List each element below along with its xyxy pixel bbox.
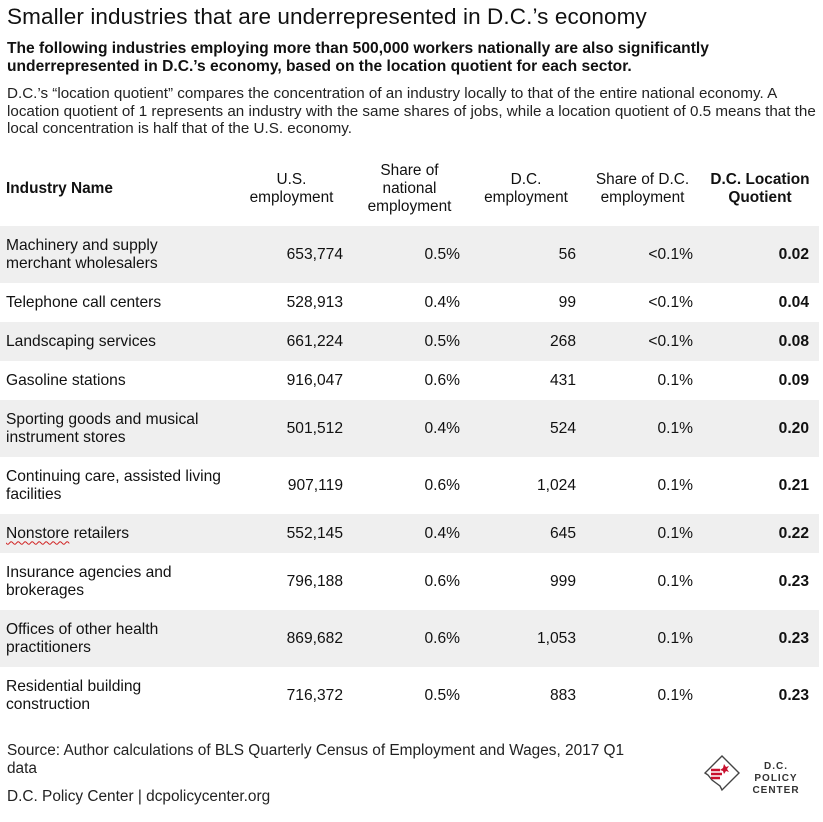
table-row: Gasoline stations 916,047 0.6% 431 0.1% … — [0, 361, 819, 400]
table-row: Insurance agencies and brokerages 796,18… — [0, 553, 819, 610]
table-row: Residential building construction 716,37… — [0, 667, 819, 724]
share-national: 0.4% — [351, 514, 468, 553]
share-dc: 0.1% — [584, 400, 701, 457]
table-header-row: Industry Name U.S. employment Share of n… — [0, 152, 819, 226]
dc-map-icon — [703, 755, 740, 792]
share-national: 0.6% — [351, 610, 468, 667]
header-dc-employment: D.C. employment — [484, 171, 568, 206]
logo-line-2: CENTER — [752, 785, 800, 796]
dc-employment: 645 — [468, 514, 584, 553]
location-quotient: 0.23 — [778, 686, 809, 704]
location-quotient: 0.23 — [701, 610, 819, 667]
us-employment: 528,913 — [286, 293, 343, 311]
share-dc: 0.1% — [657, 572, 693, 590]
table-row: Offices of other health practitioners 86… — [0, 610, 819, 667]
industry-name: Telephone call centers — [6, 293, 162, 311]
dc-employment: 1,053 — [468, 610, 584, 667]
share-dc: <0.1% — [584, 322, 701, 361]
industry-name-rest: retailers — [69, 524, 130, 542]
us-employment: 552,145 — [232, 514, 351, 553]
location-quotient: 0.04 — [778, 293, 809, 311]
logo-wordmark: D.C. POLICY CENTER — [742, 761, 810, 797]
spellcheck-underlined-word: Nonstore — [6, 524, 70, 542]
table-row: Sporting goods and musical instrument st… — [0, 400, 819, 457]
table-row: Telephone call centers 528,913 0.4% 99 <… — [0, 283, 819, 322]
industry-name: Offices of other health practitioners — [0, 610, 232, 667]
share-dc: <0.1% — [584, 226, 701, 283]
location-quotient: 0.23 — [778, 572, 809, 590]
logo-line-1: D.C. POLICY — [754, 761, 798, 784]
header-share-national: Share of national employment — [367, 162, 452, 215]
share-national: 0.4% — [351, 400, 468, 457]
share-national: 0.5% — [351, 226, 468, 283]
share-national: 0.6% — [424, 371, 460, 389]
share-national: 0.4% — [424, 293, 460, 311]
location-quotient: 0.08 — [701, 322, 819, 361]
industry-name: Continuing care, assisted living facilit… — [6, 467, 221, 503]
source-note: Source: Author calculations of BLS Quart… — [7, 742, 625, 777]
us-employment: 907,119 — [287, 476, 343, 494]
industry-name: Insurance agencies and brokerages — [6, 563, 172, 599]
dc-employment: 999 — [549, 572, 576, 590]
dc-employment: 268 — [468, 322, 584, 361]
share-dc: <0.1% — [648, 293, 693, 311]
table-row: Nonstore retailers 552,145 0.4% 645 0.1%… — [0, 514, 819, 553]
us-employment: 653,774 — [232, 226, 351, 283]
location-quotient: 0.02 — [701, 226, 819, 283]
table-row: Continuing care, assisted living facilit… — [0, 457, 819, 514]
share-dc: 0.1% — [657, 476, 693, 494]
location-quotient: 0.20 — [701, 400, 819, 457]
industry-name: Sporting goods and musical instrument st… — [0, 400, 232, 457]
table-row: Machinery and supply merchant wholesaler… — [0, 226, 819, 283]
industry-name: Landscaping services — [0, 322, 232, 361]
us-employment: 796,188 — [286, 572, 343, 590]
share-dc: 0.1% — [584, 514, 701, 553]
us-employment: 916,047 — [286, 371, 343, 389]
us-employment: 716,372 — [286, 686, 343, 704]
us-employment: 501,512 — [232, 400, 351, 457]
dc-employment: 431 — [549, 371, 576, 389]
share-dc: 0.1% — [657, 686, 693, 704]
table-row: Landscaping services 661,224 0.5% 268 <0… — [0, 322, 819, 361]
industry-table: Industry Name U.S. employment Share of n… — [0, 152, 819, 724]
location-quotient: 0.21 — [778, 476, 809, 494]
location-quotient: 0.22 — [701, 514, 819, 553]
header-us-employment: U.S. employment — [249, 171, 334, 206]
share-national: 0.5% — [424, 686, 460, 704]
industry-name: Residential building construction — [6, 677, 142, 713]
industry-name: Machinery and supply merchant wholesaler… — [0, 226, 232, 283]
industry-name: Nonstore retailers — [0, 514, 232, 553]
dc-policy-center-logo: D.C. POLICY CENTER — [702, 753, 812, 797]
share-national: 0.6% — [424, 476, 460, 494]
industry-name: Gasoline stations — [6, 371, 126, 389]
page-title: Smaller industries that are underreprese… — [7, 4, 647, 29]
share-national: 0.5% — [351, 322, 468, 361]
footer-credit: D.C. Policy Center | dcpolicycenter.org — [7, 788, 271, 805]
dc-employment: 883 — [549, 686, 576, 704]
us-employment: 661,224 — [232, 322, 351, 361]
header-location-quotient: D.C. Location Quotient — [710, 171, 810, 206]
location-quotient: 0.09 — [778, 371, 809, 389]
dc-employment: 1,024 — [536, 476, 576, 494]
share-dc: 0.1% — [584, 610, 701, 667]
share-national: 0.6% — [424, 572, 460, 590]
dc-employment: 99 — [558, 293, 576, 311]
share-dc: 0.1% — [657, 371, 693, 389]
header-share-dc: Share of D.C. employment — [595, 171, 690, 206]
header-industry: Industry Name — [6, 180, 113, 197]
dc-employment: 524 — [468, 400, 584, 457]
us-employment: 869,682 — [232, 610, 351, 667]
subtitle: The following industries employing more … — [7, 40, 709, 75]
description: D.C.’s “location quotient” compares the … — [7, 85, 816, 137]
dc-employment: 56 — [468, 226, 584, 283]
